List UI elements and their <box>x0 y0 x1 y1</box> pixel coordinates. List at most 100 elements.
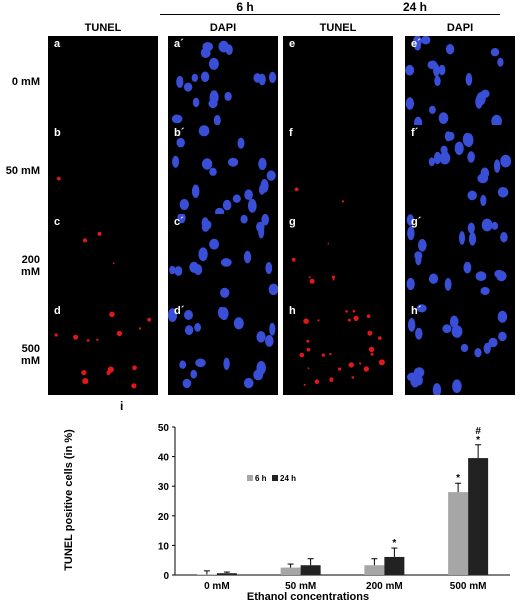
dapi-nucleus <box>191 73 198 82</box>
tunel-positive-spot <box>131 383 137 389</box>
panel-letter: d´ <box>174 305 185 317</box>
tunel-positive-spot <box>370 352 374 356</box>
micrograph-cells <box>283 36 393 128</box>
panel-letter: f´ <box>411 127 419 139</box>
y-tick-label: 0 <box>163 571 169 582</box>
panel-letter: a´ <box>174 38 184 50</box>
micrograph-cells <box>48 36 158 128</box>
dapi-nucleus <box>452 379 462 393</box>
tunel-positive-spot <box>81 370 87 376</box>
dapi-nucleus <box>268 283 278 295</box>
dapi-nucleus <box>224 91 232 101</box>
dapi-nucleus <box>463 261 472 274</box>
panel-letter: h <box>289 305 296 317</box>
dapi-nucleus <box>223 357 230 370</box>
dapi-nucleus <box>421 36 431 45</box>
dapi-nucleus <box>493 159 501 173</box>
dapi-nucleus <box>243 250 252 264</box>
dapi-nucleus <box>195 358 206 368</box>
micrograph-tunel-24h-0mm: e <box>283 36 393 128</box>
legend-swatch-6h <box>247 475 253 481</box>
micrograph-dapi-6h-200mm: c´ <box>168 214 278 306</box>
dapi-nucleus <box>429 105 436 114</box>
dapi-nucleus <box>209 238 220 250</box>
dapi-nucleus <box>218 40 229 53</box>
dapi-nucleus <box>247 198 257 213</box>
dapi-nucleus <box>434 75 441 87</box>
row-label-0mm: 0 mM <box>11 76 40 88</box>
bar-6h-0 <box>196 574 217 575</box>
dapi-nucleus <box>268 71 277 83</box>
dapi-nucleus <box>476 92 486 106</box>
tunel-positive-spot <box>321 353 325 357</box>
tunel-positive-spot <box>352 309 356 313</box>
dapi-nucleus <box>465 73 473 86</box>
dapi-nucleus <box>415 253 422 266</box>
y-tick-label: 40 <box>158 453 170 464</box>
micrograph-dapi-6h-0mm: a´ <box>168 36 278 128</box>
tunel-positive-spot <box>82 238 88 243</box>
dapi-nucleus <box>445 44 455 55</box>
row-label-50mm: 50 mM <box>5 165 40 177</box>
dapi-nucleus <box>243 377 254 389</box>
tunel-positive-spot <box>353 315 359 321</box>
tunel-positive-spot <box>327 242 330 245</box>
dapi-nucleus <box>454 141 464 155</box>
dapi-nucleus <box>407 226 415 241</box>
tunel-positive-spot <box>138 327 142 330</box>
tunel-positive-spot <box>347 318 351 322</box>
dapi-nucleus <box>462 132 471 146</box>
tunel-positive-spot <box>366 314 371 318</box>
tunel-positive-spot <box>351 376 355 379</box>
dapi-nucleus <box>449 315 459 328</box>
dapi-nucleus <box>406 214 414 226</box>
micrograph-dapi-6h-50mm: b´ <box>168 125 278 217</box>
tunel-positive-spot <box>378 336 382 340</box>
time-group-6h-divider <box>160 14 330 15</box>
y-tick-label: 30 <box>158 482 170 493</box>
dapi-nucleus <box>237 137 245 149</box>
micrograph-tunel-6h-200mm: c <box>48 214 158 306</box>
tunel-positive-spot <box>314 379 320 384</box>
dapi-nucleus <box>266 170 276 181</box>
dapi-nucleus <box>194 264 203 276</box>
significance-marker: * <box>456 473 460 484</box>
y-tick-label: 50 <box>158 423 170 434</box>
tunel-positive-spot <box>73 334 79 340</box>
dapi-nucleus <box>497 187 509 198</box>
dapi-nucleus <box>222 199 232 211</box>
panel-letter: a <box>54 38 61 50</box>
dapi-nucleus <box>209 90 219 105</box>
dapi-nucleus <box>265 262 273 274</box>
tunel-positive-spot <box>86 339 90 342</box>
bar-6h-2 <box>364 565 385 575</box>
micrograph-tunel-6h-500mm: d <box>48 303 158 395</box>
dapi-nucleus <box>184 310 193 320</box>
dapi-nucleus <box>459 231 465 245</box>
dapi-nucleus <box>258 184 266 195</box>
dapi-nucleus <box>202 42 213 52</box>
dapi-nucleus <box>176 75 184 88</box>
column-header-dapi-6h: DAPI <box>209 22 237 34</box>
dapi-nucleus <box>491 221 499 230</box>
tunel-positive-spot <box>299 352 305 358</box>
dapi-nucleus <box>179 199 189 210</box>
micrograph-tunel-6h-50mm: b <box>48 125 158 217</box>
chart-bars: ***# <box>196 426 489 575</box>
y-axis-label: TUNEL positive cells (in %) <box>63 429 75 571</box>
dapi-nucleus <box>261 214 269 226</box>
dapi-nucleus <box>444 278 452 291</box>
dapi-nucleus <box>428 273 439 284</box>
micrograph-cells <box>291 242 335 284</box>
tunel-positive-spot <box>306 347 311 352</box>
bar-24h-1 <box>300 565 321 575</box>
tunel-positive-spot <box>330 379 333 383</box>
x-tick-label: 0 mM <box>204 581 230 592</box>
bar-6h-3 <box>448 492 469 575</box>
micrograph-cells <box>54 311 152 389</box>
micrograph-dapi-24h-50mm: f´ <box>405 125 515 217</box>
x-tick-label: 500 mM <box>450 581 487 592</box>
tunel-positive-spot <box>54 333 58 337</box>
dapi-nucleus <box>176 137 185 148</box>
dapi-nucleus <box>467 222 475 234</box>
